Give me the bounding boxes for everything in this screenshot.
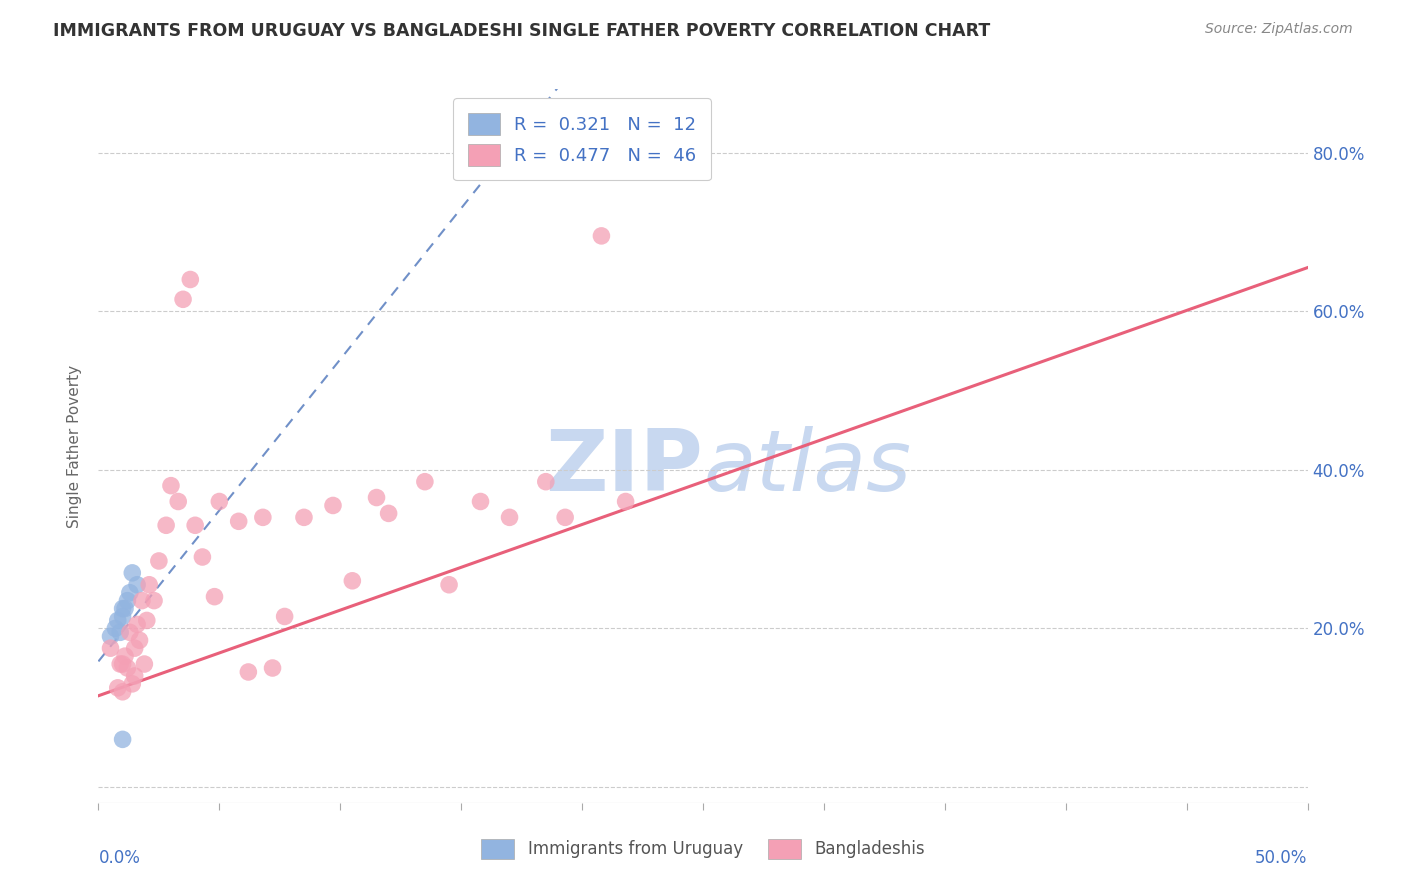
Legend: Immigrants from Uruguay, Bangladeshis: Immigrants from Uruguay, Bangladeshis [474,832,932,866]
Point [437,578,460,592]
Point [179,272,201,286]
Point [124,669,146,683]
Point [107,614,129,628]
Point [117,661,139,675]
Point [121,566,143,580]
Point [591,228,613,243]
Point [100,641,122,656]
Point [121,677,143,691]
Point [498,510,520,524]
Point [554,510,576,524]
Point [377,507,399,521]
Text: ZIP: ZIP [546,425,703,509]
Point [252,510,274,524]
Point [135,614,157,628]
Point [114,649,136,664]
Text: 0.0%: 0.0% [98,849,141,867]
Point [148,554,170,568]
Point [111,609,134,624]
Point [127,617,149,632]
Point [366,491,388,505]
Point [208,494,231,508]
Point [155,518,177,533]
Point [134,657,156,671]
Point [128,633,150,648]
Point [292,510,315,524]
Point [470,494,492,508]
Point [111,685,134,699]
Point [172,293,194,307]
Point [127,578,149,592]
Point [262,661,284,675]
Point [117,593,139,607]
Point [614,494,637,508]
Text: IMMIGRANTS FROM URUGUAY VS BANGLADESHI SINGLE FATHER POVERTY CORRELATION CHART: IMMIGRANTS FROM URUGUAY VS BANGLADESHI S… [53,22,991,40]
Point [322,499,344,513]
Point [111,657,134,671]
Point [167,494,190,508]
Point [124,641,146,656]
Point [413,475,436,489]
Point [228,514,250,528]
Point [191,549,214,564]
Point [238,665,260,679]
Text: 50.0%: 50.0% [1256,849,1308,867]
Point [160,478,183,492]
Point [114,601,136,615]
Point [107,681,129,695]
Text: Source: ZipAtlas.com: Source: ZipAtlas.com [1205,22,1353,37]
Point [534,475,557,489]
Text: atlas: atlas [703,425,911,509]
Point [131,593,153,607]
Y-axis label: Single Father Poverty: Single Father Poverty [67,365,83,527]
Point [108,625,131,640]
Point [138,578,160,592]
Point [184,518,207,533]
Point [204,590,226,604]
Point [342,574,364,588]
Point [143,593,166,607]
Point [118,625,141,640]
Point [104,621,127,635]
Point [108,657,131,671]
Point [100,629,122,643]
Point [118,585,141,599]
Point [111,732,134,747]
Point [273,609,295,624]
Point [111,601,134,615]
